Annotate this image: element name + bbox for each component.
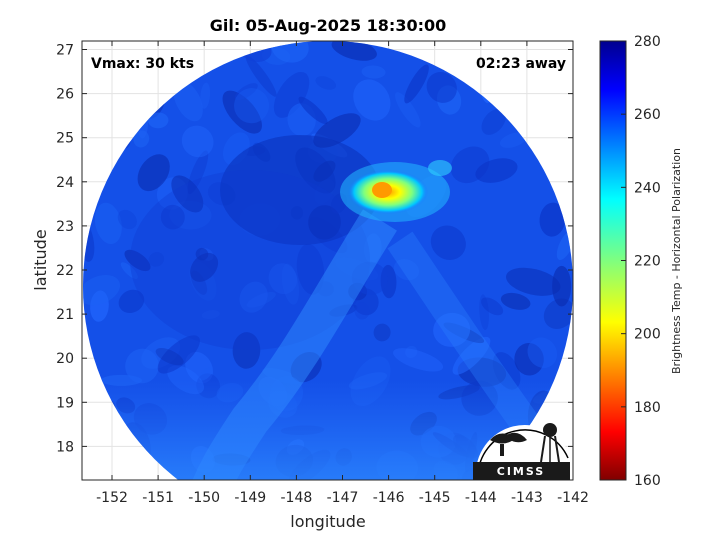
x-tick-label: -143	[511, 490, 543, 506]
colorbar-tick-label: 260	[634, 107, 661, 123]
cimss-logo-text: CIMSS	[497, 465, 545, 478]
y-tick-label: 21	[56, 307, 74, 323]
x-tick-label: -150	[188, 490, 220, 506]
y-tick-label: 27	[56, 43, 74, 59]
x-tick-label: -152	[96, 490, 128, 506]
x-tick-label: -149	[234, 490, 266, 506]
y-tick-label: 22	[56, 263, 74, 279]
x-tick-label: -151	[142, 490, 174, 506]
y-tick-label: 18	[56, 439, 74, 455]
chart-title: Gil: 05-Aug-2025 18:30:00	[210, 16, 447, 35]
colorbar-tick-label: 280	[634, 34, 661, 50]
x-tick-label: -148	[281, 490, 313, 506]
y-tick-label: 26	[56, 87, 74, 103]
y-tick-label: 23	[56, 219, 74, 235]
x-tick-label: -147	[327, 490, 359, 506]
colorbar-tick-label: 180	[634, 400, 661, 416]
colorbar-tick-label: 240	[634, 180, 661, 196]
y-tick-label: 25	[56, 131, 74, 147]
colorbar-tick-label: 220	[634, 254, 661, 270]
x-axis: -152 -151 -150 -149 -148 -147 -146 -145 -144 -143…	[96, 41, 589, 506]
colorbar-tick-label: 200	[634, 327, 661, 343]
colorbar-tick-label: 160	[634, 473, 661, 489]
x-tick-label: -144	[465, 490, 497, 506]
y-axis-label: latitude	[31, 229, 50, 290]
cimss-logo: CIMSS	[473, 423, 570, 480]
y-tick-label: 19	[56, 395, 74, 411]
vmax-annotation: Vmax: 30 kts	[91, 56, 194, 72]
y-tick-label: 24	[56, 175, 74, 191]
satellite-swath	[83, 41, 573, 480]
x-tick-label: -145	[419, 490, 451, 506]
colorbar: 280 260 240 220 200 180 160 Brightness Temp - …	[599, 34, 683, 489]
time-away-annotation: 02:23 away	[476, 56, 566, 72]
x-tick-label: -146	[373, 490, 405, 506]
colorbar-label: Brightness Temp - Horizontal Polarizatio…	[670, 148, 683, 374]
x-axis-label: longitude	[290, 512, 365, 531]
x-tick-label: -142	[557, 490, 589, 506]
y-axis: 27 26 25 24 23 22 21 20 19 18	[56, 43, 573, 455]
y-tick-label: 20	[56, 351, 74, 367]
